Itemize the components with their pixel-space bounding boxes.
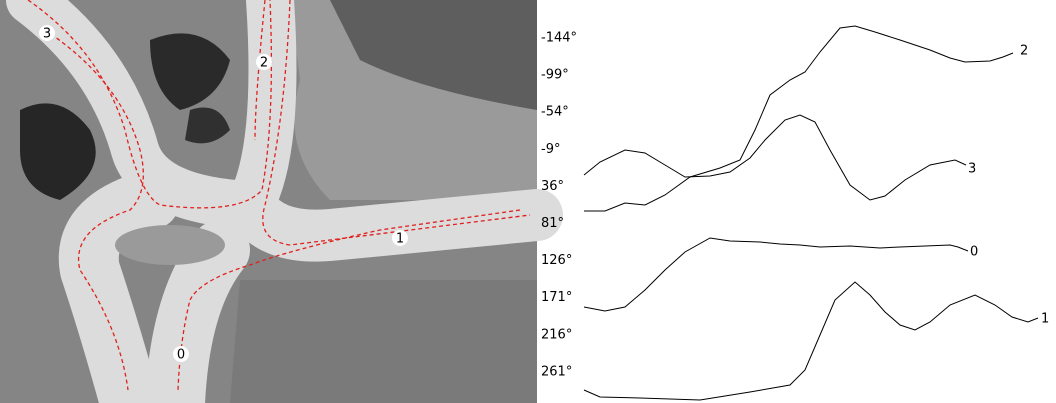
angle-label: 81° bbox=[541, 216, 564, 231]
path-label: 1 bbox=[396, 232, 404, 247]
profile-curve bbox=[584, 25, 1014, 212]
angle-label: -9° bbox=[541, 142, 560, 157]
angle-label: 171° bbox=[541, 290, 572, 305]
angle-axis: -144° -99° -54° -9° 36° 81° 126° 171° 216° 261° bbox=[541, 31, 577, 380]
profile-curve bbox=[583, 281, 1039, 401]
profile-curve bbox=[583, 114, 967, 201]
angle-label: -54° bbox=[541, 105, 569, 120]
curve-label: 1 bbox=[1041, 312, 1049, 327]
angle-label: 261° bbox=[541, 364, 572, 379]
path-label: 3 bbox=[43, 27, 51, 42]
angle-label: 216° bbox=[541, 327, 572, 342]
angle-label: 126° bbox=[541, 253, 572, 268]
curve-label: 2 bbox=[1020, 44, 1028, 59]
path-label: 0 bbox=[177, 348, 185, 363]
angle-label: -144° bbox=[541, 31, 577, 46]
curve-label: 3 bbox=[968, 162, 976, 177]
angle-label: 36° bbox=[541, 179, 564, 194]
profiles: 2 3 0 1 bbox=[583, 25, 1049, 401]
profile-curve bbox=[583, 237, 969, 312]
path-label: 2 bbox=[260, 56, 268, 71]
aerial-image: 3 2 1 0 bbox=[0, 0, 563, 403]
angle-label: -99° bbox=[541, 68, 569, 83]
curve-label: 0 bbox=[970, 245, 978, 260]
